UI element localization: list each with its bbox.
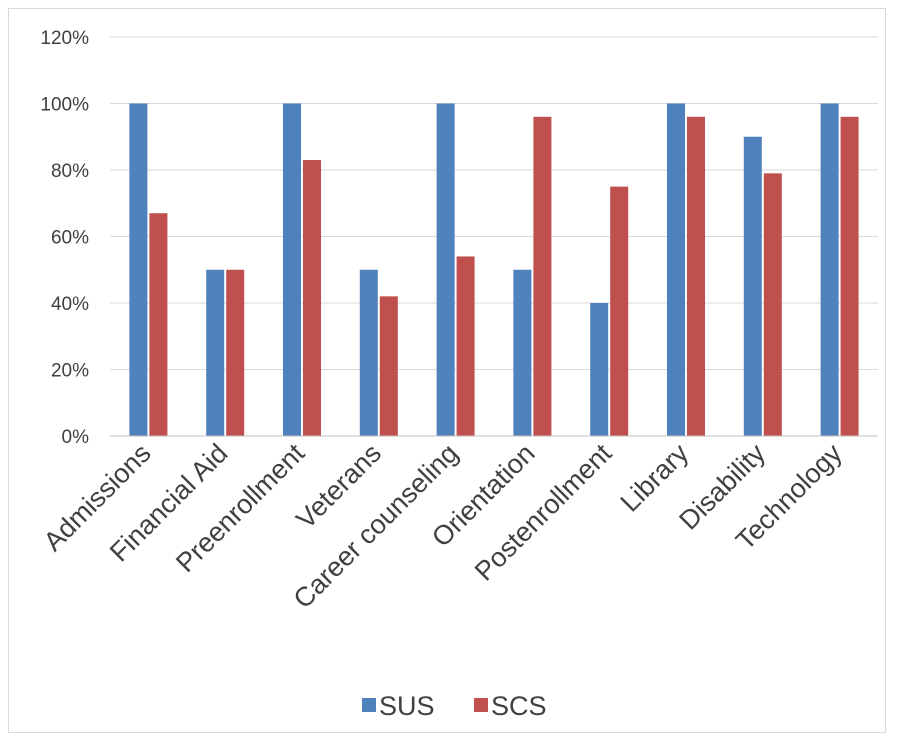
y-tick-label: 60% xyxy=(51,228,89,249)
x-category-label: Postenrollment xyxy=(469,438,618,587)
legend-swatch-scs xyxy=(474,698,488,712)
bar-sus-technology xyxy=(820,103,839,436)
y-tick-label: 120% xyxy=(40,28,89,49)
y-tick-label: 40% xyxy=(51,294,89,315)
y-tick-label: 100% xyxy=(40,95,89,116)
bar-scs-disability xyxy=(763,173,782,436)
bar-sus-admissions xyxy=(129,103,148,436)
bar-sus-postenrollment xyxy=(590,303,609,436)
legend: SUS SCS xyxy=(362,691,547,721)
y-tick-label: 20% xyxy=(51,361,89,382)
bar-scs-admissions xyxy=(149,213,168,436)
bar-sus-veterans xyxy=(359,269,378,436)
bar-scs-financial-aid xyxy=(226,269,245,436)
legend-label-sus: SUS xyxy=(379,691,435,721)
bar-scs-library xyxy=(687,116,705,437)
bar-sus-library xyxy=(667,103,685,436)
bar-scs-technology xyxy=(840,116,859,437)
bar-scs-veterans xyxy=(379,296,398,436)
y-tick-label: 0% xyxy=(62,427,90,448)
bars xyxy=(129,103,859,437)
y-axis-ticks: 0% 20% 40% 60% 80% 100% 120% xyxy=(40,28,89,448)
bar-sus-financial-aid xyxy=(206,269,225,436)
grid-lines xyxy=(110,36,878,370)
bar-scs-orientation xyxy=(533,116,552,437)
bar-sus-career-counseling xyxy=(436,103,455,436)
bar-sus-preenrollment xyxy=(283,103,301,436)
legend-label-scs: SCS xyxy=(491,691,547,721)
y-tick-label: 80% xyxy=(51,161,89,182)
bar-scs-career-counseling xyxy=(456,256,475,436)
bar-sus-orientation xyxy=(513,269,532,436)
legend-swatch-sus xyxy=(362,698,376,712)
bar-scs-postenrollment xyxy=(610,186,629,436)
bar-sus-disability xyxy=(743,136,762,436)
bar-scs-preenrollment xyxy=(303,160,321,436)
